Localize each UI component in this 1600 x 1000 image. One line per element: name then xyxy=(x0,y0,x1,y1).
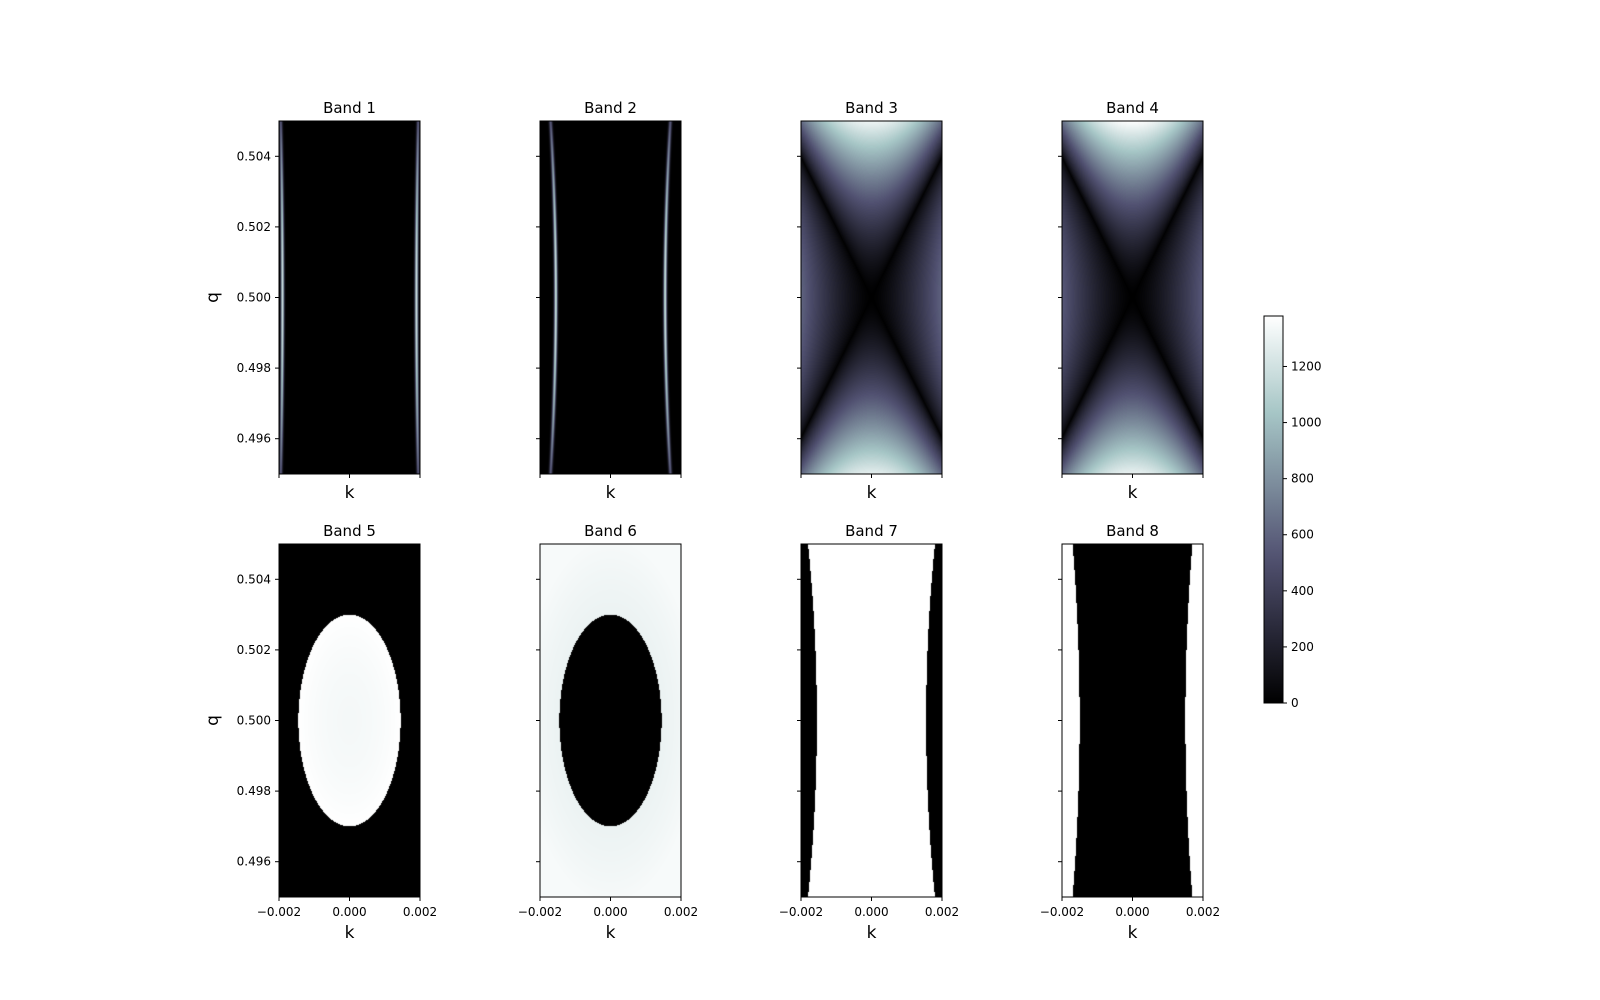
heatmap-image xyxy=(279,544,420,897)
panel-title: Band 1 xyxy=(323,99,376,117)
x-tick-label: 0.000 xyxy=(1115,905,1149,919)
colorbar-tick-label: 200 xyxy=(1291,640,1314,654)
x-axis-label: k xyxy=(606,923,616,943)
y-tick-label: 0.502 xyxy=(237,643,271,657)
heatmap-image xyxy=(540,121,681,474)
colorbar-tick-label: 600 xyxy=(1291,528,1314,542)
x-axis-label: k xyxy=(345,483,355,503)
heatmap-image xyxy=(801,121,942,474)
x-tick-label: 0.002 xyxy=(1186,905,1220,919)
x-axis-label: k xyxy=(606,483,616,503)
colorbar-tick-label: 1200 xyxy=(1291,359,1322,373)
panel-title: Band 6 xyxy=(584,522,637,540)
x-axis-label: k xyxy=(867,923,877,943)
heatmap-image xyxy=(801,544,942,897)
y-axis-label: q xyxy=(203,292,223,303)
x-tick-label: 0.002 xyxy=(403,905,437,919)
x-tick-label: 0.002 xyxy=(664,905,698,919)
y-tick-label: 0.504 xyxy=(237,572,271,586)
x-tick-label: 0.002 xyxy=(925,905,959,919)
band-panel: Band 3 k xyxy=(797,99,943,503)
heatmap-image xyxy=(540,544,681,897)
colorbar-tick-label: 400 xyxy=(1291,584,1314,598)
heatmap-image xyxy=(1062,544,1203,897)
colorbar-tick-label: 800 xyxy=(1291,472,1314,486)
y-tick-label: 0.498 xyxy=(237,784,271,798)
heatmap-image xyxy=(1062,121,1203,474)
y-tick-label: 0.496 xyxy=(237,432,271,446)
x-tick-label: 0.000 xyxy=(332,905,366,919)
panels: Band 1 k 0.504 0.502 0.500 0.498 0.496 q Band 2 k… xyxy=(203,99,1220,943)
y-axis-label: q xyxy=(203,715,223,726)
band-panel: Band 2 k xyxy=(536,99,682,503)
colorbar-tick-label: 0 xyxy=(1291,696,1299,710)
x-axis-label: k xyxy=(867,483,877,503)
band-panel: Band 5 −0.002 0.000 0.002 k 0.504 0.502 0.500 0.… xyxy=(203,522,437,943)
colorbar-frame xyxy=(1263,315,1284,704)
x-tick-label: −0.002 xyxy=(779,905,823,919)
band-panel: Band 6 −0.002 0.000 0.002 k xyxy=(518,522,698,943)
band-panel: Band 4 k xyxy=(1058,99,1204,503)
y-tick-label: 0.500 xyxy=(237,291,271,305)
x-tick-label: −0.002 xyxy=(518,905,562,919)
band-panel: Band 1 k 0.504 0.502 0.500 0.498 0.496 q xyxy=(203,99,421,503)
x-axis-label: k xyxy=(1128,923,1138,943)
band-panel: Band 7 −0.002 0.000 0.002 k xyxy=(779,522,959,943)
colorbar-gradient xyxy=(1264,316,1283,703)
x-tick-label: −0.002 xyxy=(257,905,301,919)
panel-title: Band 4 xyxy=(1106,99,1159,117)
x-axis-label: k xyxy=(1128,483,1138,503)
colorbar-tick-label: 1000 xyxy=(1291,416,1322,430)
x-tick-label: 0.000 xyxy=(593,905,627,919)
y-tick-label: 0.498 xyxy=(237,361,271,375)
panel-title: Band 5 xyxy=(323,522,376,540)
y-tick-label: 0.496 xyxy=(237,855,271,869)
band-panel: Band 8 −0.002 0.000 0.002 k xyxy=(1040,522,1220,943)
colorbar: 0 200 400 600 800 1000 1200 xyxy=(1263,315,1322,710)
panel-title: Band 3 xyxy=(845,99,898,117)
panel-title: Band 8 xyxy=(1106,522,1159,540)
y-tick-label: 0.502 xyxy=(237,220,271,234)
x-tick-label: 0.000 xyxy=(854,905,888,919)
x-axis-label: k xyxy=(345,923,355,943)
panel-title: Band 7 xyxy=(845,522,898,540)
heatmap-image xyxy=(279,121,420,474)
panel-title: Band 2 xyxy=(584,99,637,117)
y-tick-label: 0.504 xyxy=(237,149,271,163)
x-tick-label: −0.002 xyxy=(1040,905,1084,919)
y-tick-label: 0.500 xyxy=(237,714,271,728)
